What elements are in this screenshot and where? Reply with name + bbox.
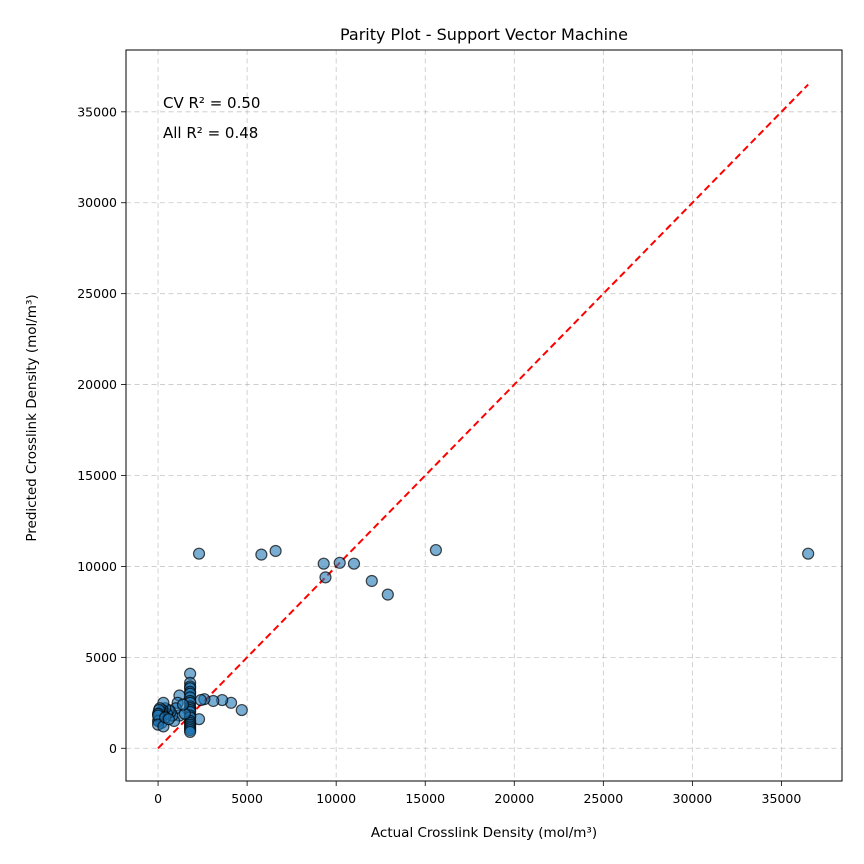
x-tick-label: 0 (154, 791, 162, 806)
y-tick-label: 30000 (77, 195, 117, 210)
data-point (333, 556, 346, 569)
x-tick-label: 20000 (494, 791, 534, 806)
data-point (319, 571, 332, 584)
ticks-layer: 0 5000 10000 15000 20000 25000 30000 35000 0 5000… (77, 104, 801, 806)
y-tick-label: 25000 (77, 286, 117, 301)
points-layer (151, 543, 815, 739)
x-tick-label: 35000 (762, 791, 802, 806)
x-tick-label: 25000 (583, 791, 623, 806)
data-point (429, 543, 443, 557)
x-tick-label: 30000 (673, 791, 713, 806)
chart-title: Parity Plot - Support Vector Machine (340, 25, 628, 44)
data-point (317, 557, 330, 570)
y-tick-label: 20000 (77, 377, 117, 392)
data-point (184, 725, 197, 739)
data-point (381, 588, 394, 601)
y-axis-label: Predicted Crosslink Density (mol/m³) (24, 294, 40, 541)
data-point (365, 574, 378, 588)
data-point (235, 703, 248, 717)
y-tick-label: 15000 (77, 468, 117, 483)
data-point (176, 698, 190, 711)
data-point (269, 544, 282, 558)
x-tick-label: 15000 (405, 791, 445, 806)
data-point (255, 548, 268, 561)
y-tick-label: 35000 (77, 104, 117, 119)
data-point (194, 693, 207, 707)
y-tick-label: 10000 (77, 559, 117, 574)
parity-line (157, 83, 809, 749)
grid-layer (126, 50, 842, 781)
data-point (347, 557, 361, 570)
cv-r2-annotation: CV R² = 0.50 (163, 94, 260, 112)
parity-line-layer (157, 83, 809, 749)
data-point (802, 547, 815, 560)
all-r2-annotation: All R² = 0.48 (163, 124, 258, 142)
x-tick-label: 10000 (316, 791, 356, 806)
x-tick-label: 5000 (231, 791, 263, 806)
data-point (192, 547, 206, 560)
y-tick-label: 0 (109, 741, 117, 756)
plot-frame (125, 49, 843, 782)
x-axis-label: Actual Crosslink Density (mol/m³) (371, 825, 597, 841)
y-tick-label: 5000 (85, 650, 117, 665)
data-point (162, 713, 175, 726)
